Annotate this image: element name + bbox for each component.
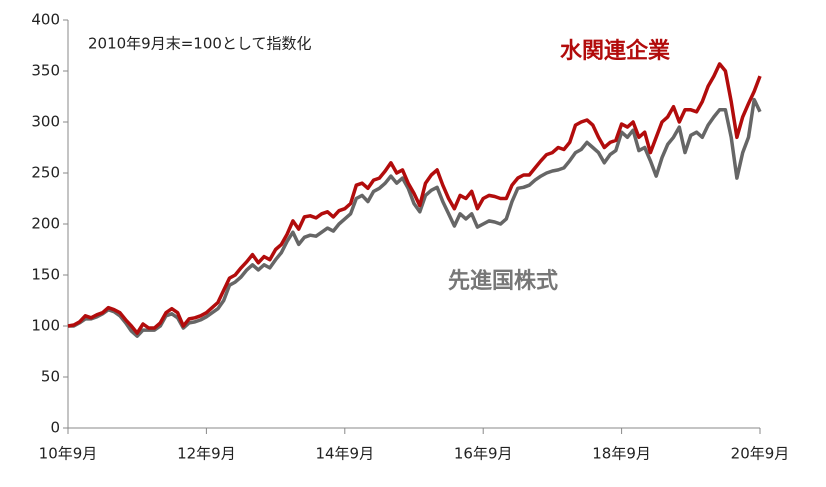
y-tick-label: 100: [31, 317, 60, 335]
y-tick-label: 400: [31, 11, 60, 29]
y-tick-label: 200: [31, 215, 60, 233]
x-tick-label: 16年9月: [454, 445, 513, 463]
x-tick-label: 20年9月: [731, 445, 790, 463]
x-tick-label: 12年9月: [177, 445, 236, 463]
annotation: 2010年9月末=100として指数化: [88, 35, 311, 53]
series-label: 先進国株式: [448, 269, 558, 294]
x-tick-label: 10年9月: [39, 445, 98, 463]
y-tick-label: 250: [31, 164, 60, 182]
x-tick-label: 18年9月: [592, 445, 651, 463]
y-tick-label: 0: [50, 419, 60, 437]
x-tick-label: 14年9月: [315, 445, 374, 463]
series-label: 水関連企業: [560, 38, 671, 64]
series-line: [67, 62, 762, 335]
y-tick-label: 350: [31, 62, 60, 80]
y-tick-label: 50: [41, 368, 60, 386]
y-tick-label: 300: [31, 113, 60, 131]
series-line: [68, 97, 762, 338]
y-tick-label: 150: [31, 266, 60, 284]
